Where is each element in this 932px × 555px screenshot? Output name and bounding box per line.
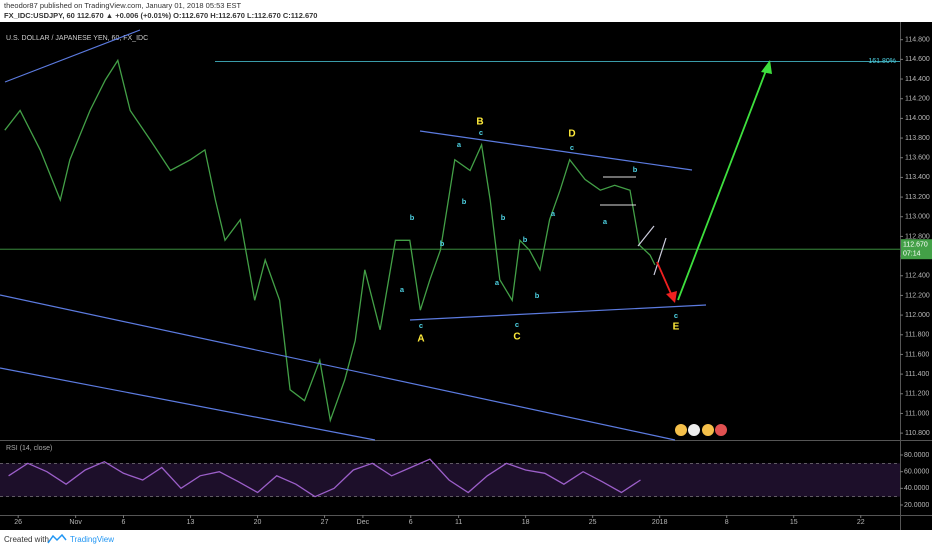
y-tick-label: 114.200 <box>905 96 930 103</box>
wave-label: D <box>568 129 575 140</box>
y-tick-label: 110.800 <box>905 430 930 437</box>
wave-label: a <box>603 217 608 226</box>
wave-label: c <box>479 128 483 137</box>
fib-label: 161.80% <box>868 58 896 65</box>
wave-label: b <box>410 213 415 222</box>
y-tick-label: 111.600 <box>905 351 929 358</box>
y-tick-label: 114.600 <box>905 56 930 63</box>
last-price-label: 112.670 <box>903 242 928 249</box>
x-tick-label: 6 <box>122 519 126 526</box>
wave-label: b <box>440 239 445 248</box>
y-tick-label: 113.800 <box>905 135 930 142</box>
rsi-tick-label: 20.0000 <box>904 502 929 509</box>
x-tick-label: 6 <box>409 519 413 526</box>
wave-label: c <box>674 311 678 320</box>
footer-created: Created with <box>4 535 49 544</box>
x-tick-label: 2018 <box>652 519 668 526</box>
wave-label: c <box>419 321 423 330</box>
rsi-label: RSI (14, close) <box>6 445 52 452</box>
header-bar <box>0 0 932 22</box>
wave-label: b <box>523 235 528 244</box>
wave-label: a <box>400 285 405 294</box>
x-tick-label: 13 <box>187 519 195 526</box>
wave-label: b <box>633 165 638 174</box>
badges <box>675 424 727 436</box>
symbol-line: FX_IDC:USDJPY, 60 112.670 ▲ +0.006 (+0.0… <box>4 11 317 20</box>
publisher: theodor87 published on TradingView.com, … <box>4 1 242 10</box>
wave-label: A <box>417 334 424 345</box>
chart-title: U.S. DOLLAR / JAPANESE YEN, 60, FX_IDC <box>6 35 148 42</box>
y-tick-label: 113.600 <box>905 155 930 162</box>
x-tick-label: 22 <box>857 519 865 526</box>
price-line <box>4 58 656 423</box>
wave-label: b <box>462 197 467 206</box>
y-tick-label: 112.200 <box>905 292 930 299</box>
y-tick-label: 112.000 <box>905 312 930 319</box>
y-tick-label: 113.400 <box>905 174 930 181</box>
wave-label: a <box>495 278 500 287</box>
trendlines <box>0 29 707 441</box>
rsi-tick-label: 60.0000 <box>904 469 929 476</box>
rsi-tick-label: 80.0000 <box>904 452 929 459</box>
footer-brand: TradingView <box>70 535 114 544</box>
y-tick-label: 111.000 <box>905 410 929 417</box>
chart-bg <box>0 22 932 530</box>
footer-bar <box>0 530 932 550</box>
y-tick-label: 114.800 <box>905 37 930 44</box>
x-tick-label: 20 <box>254 519 262 526</box>
y-tick-label: 114.000 <box>905 115 930 122</box>
y-tick-label: 113.000 <box>905 214 930 221</box>
y-tick-label: 114.400 <box>905 76 930 83</box>
red-arrow <box>656 261 677 303</box>
rsi-tick-label: 40.0000 <box>904 485 929 492</box>
y-tick-label: 111.200 <box>905 391 929 398</box>
y-tick-label: 113.200 <box>905 194 930 201</box>
x-tick-label: 8 <box>725 519 729 526</box>
wave-label: a <box>551 209 556 218</box>
last-price-box <box>901 239 932 260</box>
wave-label: a <box>457 140 462 149</box>
countdown: 07:14 <box>903 251 921 258</box>
wave-label: c <box>515 320 519 329</box>
x-tick-label: Dec <box>357 519 370 526</box>
range-lines <box>600 176 636 206</box>
wave-label: b <box>535 291 540 300</box>
x-tick-label: 27 <box>321 519 329 526</box>
x-tick-label: 18 <box>522 519 530 526</box>
tv-logo <box>47 533 67 544</box>
x-tick-label: 26 <box>14 519 22 526</box>
y-tick-label: 111.800 <box>905 332 929 339</box>
y-tick-label: 112.400 <box>905 273 930 280</box>
y-tick-label: 112.800 <box>905 233 930 240</box>
wave-label: b <box>501 213 506 222</box>
wave-label: c <box>570 143 574 152</box>
x-tick-label: 11 <box>455 519 462 526</box>
wave-label: C <box>513 332 520 343</box>
x-tick-label: 15 <box>790 519 798 526</box>
green-arrow <box>677 60 772 301</box>
rsi-line <box>8 458 641 498</box>
wave-label: E <box>673 322 680 333</box>
x-tick-label: 25 <box>589 519 597 526</box>
x-tick-label: Nov <box>69 519 82 526</box>
y-tick-label: 111.400 <box>905 371 929 378</box>
wave-label: B <box>476 117 483 128</box>
